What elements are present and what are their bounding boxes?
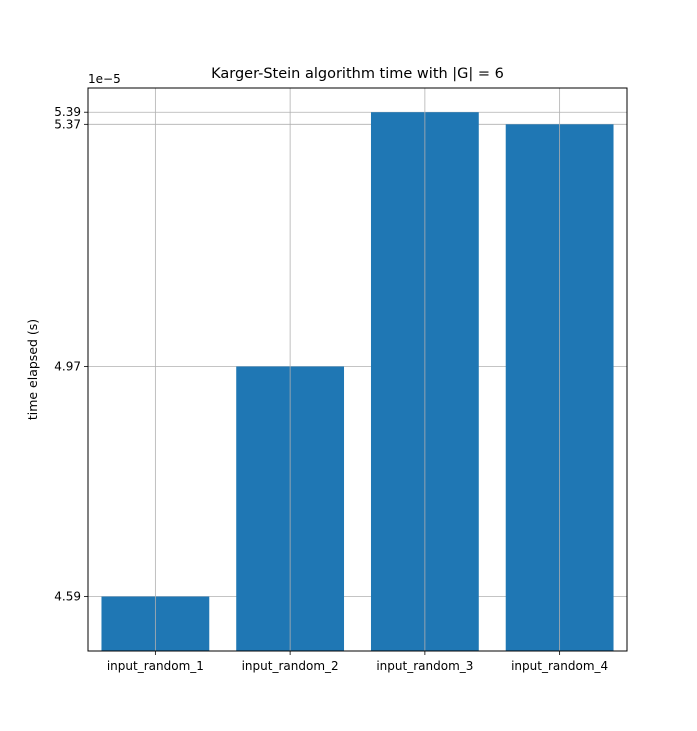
bars — [101, 112, 614, 652]
plot-frame — [87, 87, 628, 652]
y-tick-label: 5.39 — [54, 105, 81, 119]
y-axis-offset-label: 1e−5 — [88, 72, 121, 86]
y-axis-label: time elapsed (s) — [25, 319, 40, 420]
x-tick-label: input_random_4 — [511, 659, 608, 673]
y-tick-label: 5.37 — [54, 117, 81, 131]
y-tick-label: 4.59 — [54, 590, 81, 604]
y-tick-label: 4.97 — [54, 359, 81, 373]
x-tick-label: input_random_3 — [376, 659, 473, 673]
axis-ticks: 4.59 4.97 5.375.39 input_random_1 input_rand… — [54, 105, 608, 673]
x-tick-label: input_random_2 — [242, 659, 339, 673]
chart-title: Karger-Stein algorithm time with |G| = 6 — [211, 66, 504, 82]
x-tick-label: input_random_1 — [107, 659, 204, 673]
vertical-grid-lines — [154, 88, 561, 651]
